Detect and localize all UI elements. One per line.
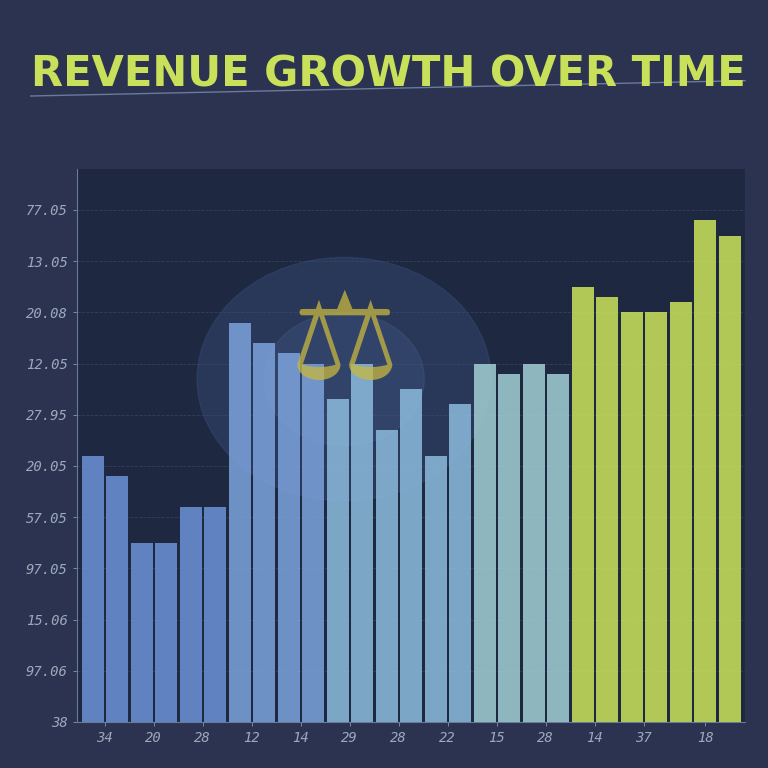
Bar	[204, 507, 226, 722]
Bar	[155, 543, 177, 722]
Bar	[571, 286, 594, 722]
Bar	[229, 323, 250, 722]
Bar	[719, 236, 740, 722]
Bar	[81, 455, 104, 722]
Bar	[400, 389, 422, 722]
Circle shape	[264, 313, 424, 445]
Bar	[449, 405, 471, 722]
Bar	[351, 363, 373, 722]
Bar	[498, 374, 520, 722]
Bar	[277, 353, 300, 722]
Bar	[131, 543, 153, 722]
Bar	[106, 476, 128, 722]
Bar	[253, 343, 275, 722]
Bar	[425, 455, 446, 722]
Bar	[474, 363, 495, 722]
Circle shape	[197, 257, 491, 501]
Bar	[522, 363, 545, 722]
Bar	[694, 220, 716, 722]
Bar	[302, 363, 324, 722]
Text: REVENUE GROWTH OVER TIME: REVENUE GROWTH OVER TIME	[31, 54, 746, 96]
Bar	[376, 430, 398, 722]
Bar	[596, 297, 618, 722]
Bar	[326, 399, 349, 722]
Bar	[547, 374, 569, 722]
Text: ⚖: ⚖	[290, 287, 399, 405]
Bar	[621, 313, 643, 722]
Bar	[645, 313, 667, 722]
Bar	[670, 302, 691, 722]
Bar	[180, 507, 201, 722]
